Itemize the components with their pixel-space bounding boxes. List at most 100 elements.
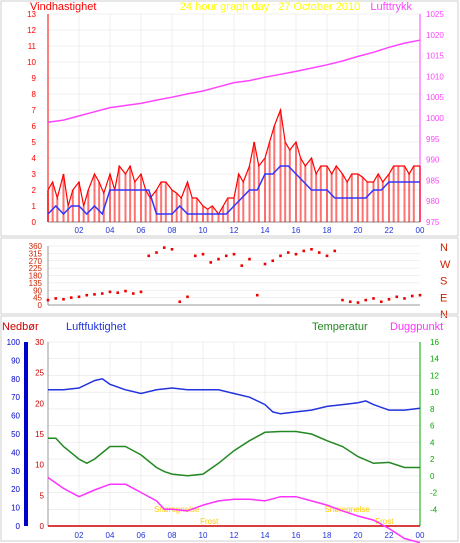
weather-time-tick-label: 18 (323, 531, 332, 540)
direction-point (348, 300, 352, 304)
wind-speed-tick-label: 7 (32, 106, 37, 115)
humidity-tick-label: 0 (40, 522, 45, 531)
humidity-tick-label: 5 (40, 491, 45, 500)
direction-panel-frame (0, 237, 459, 315)
humidity-tick-label: 15 (35, 430, 44, 439)
weather-time-tick-label: 02 (75, 531, 84, 540)
direction-point (162, 246, 166, 249)
wind-speed-tick-label: 4 (32, 154, 37, 163)
wind-time-tick-label: 00 (416, 226, 425, 235)
wind-time-tick-label: 18 (323, 226, 332, 235)
rain-tick-label: 20 (11, 485, 20, 494)
pressure-tick-label: 1000 (426, 114, 444, 123)
rain-tick-label: 0 (16, 522, 21, 531)
direction-point (325, 254, 329, 258)
direction-tick-label: 270 (29, 257, 43, 266)
humidity-tick-label: 30 (35, 338, 44, 347)
pressure-tick-label: 990 (426, 156, 440, 165)
rain-tick-label: 10 (11, 504, 20, 513)
wind-panel-frame (0, 0, 459, 237)
direction-point (387, 297, 391, 301)
humidity-tick-label: 20 (35, 399, 44, 408)
direction-point (395, 295, 399, 299)
pressure-tick-label: 995 (426, 135, 440, 144)
temperature-tick-label: 14 (430, 355, 439, 364)
pressure-tick-label: 985 (426, 176, 440, 185)
wind-time-axis: 02 04 06 08 10 12 14 16 18 20 22 00 (75, 226, 425, 235)
temperature-tick-label: 8 (430, 405, 435, 414)
pressure-tick-label: 980 (426, 197, 440, 206)
temperature-label: Temperatur (312, 321, 368, 333)
compass-label: N (440, 242, 448, 254)
wind-time-tick-label: 12 (230, 226, 239, 235)
dewpoint-line (47, 476, 421, 543)
direction-point (271, 259, 275, 263)
direction-point (410, 294, 414, 298)
direction-point (116, 291, 120, 295)
direction-point (139, 290, 143, 294)
direction-point (232, 252, 236, 256)
direction-point (418, 293, 422, 297)
wind-time-tick-label: 20 (354, 226, 363, 235)
wind-speed-tick-label: 8 (32, 90, 37, 99)
pressure-tick-label: 975 (426, 218, 440, 227)
temperature-tick-label: -2 (430, 489, 438, 498)
direction-point (286, 251, 290, 254)
wind-time-tick-label: 02 (75, 226, 84, 235)
pressure-label: Lufttrykk (370, 1, 412, 13)
direction-point (403, 297, 406, 300)
wind-time-tick-label: 04 (106, 226, 115, 235)
direction-point (77, 295, 81, 299)
compass-label: E (440, 292, 447, 304)
direction-point (379, 300, 383, 304)
wind-speed-tick-label: 2 (32, 186, 37, 195)
wind-time-tick-label: 16 (292, 226, 301, 235)
rain-tick-label: 80 (11, 375, 20, 384)
direction-tick-label: 45 (33, 294, 42, 303)
direction-tick-label: 315 (29, 249, 43, 258)
temperature-tick-label: 2 (430, 455, 435, 464)
weather-time-tick-label: 10 (199, 531, 208, 540)
wind-grid (47, 13, 421, 223)
rain-label: Nedbør (2, 321, 39, 333)
rain-tick-label: 90 (11, 356, 20, 365)
rain-tick-label: 40 (11, 448, 20, 457)
wind-time-tick-label: 22 (385, 226, 394, 235)
direction-point (100, 292, 104, 295)
direction-tick-label: 360 (29, 242, 43, 251)
direction-point (310, 247, 313, 251)
direction-point (147, 254, 151, 258)
chart-title: 24 hour graph day : 27 October 2010 (180, 1, 360, 13)
direction-tick-label: 90 (33, 286, 42, 295)
weather-time-tick-label: 12 (230, 531, 239, 540)
pressure-tick-label: 1010 (426, 72, 444, 81)
wind-speed-tick-label: 3 (32, 170, 37, 179)
humidity-tick-label: 25 (35, 369, 44, 378)
direction-tick-label: 0 (38, 301, 43, 310)
wind-series (47, 39, 421, 222)
humidity-axis: 0 5 10 15 20 25 30 (35, 338, 44, 531)
direction-point (85, 293, 89, 297)
rain-tick-label: 60 (11, 412, 20, 421)
wind-average-line (47, 165, 420, 216)
pressure-line (47, 39, 421, 123)
direction-point (178, 300, 182, 304)
direction-point (131, 292, 135, 295)
direction-point (69, 296, 73, 299)
direction-point (240, 264, 244, 267)
weather-time-axis: 02 04 06 08 10 12 14 16 18 20 22 00 (75, 531, 425, 540)
direction-point (356, 301, 360, 304)
compass-label: W (440, 259, 451, 271)
rain-axis: 0 10 20 30 40 50 60 70 80 90 100 (7, 338, 21, 531)
direction-point (333, 249, 337, 253)
humidity-label: Luftfuktighet (66, 321, 126, 333)
wind-time-tick-label: 06 (137, 226, 146, 235)
direction-point (46, 298, 50, 302)
direction-tick-label: 135 (29, 279, 43, 288)
